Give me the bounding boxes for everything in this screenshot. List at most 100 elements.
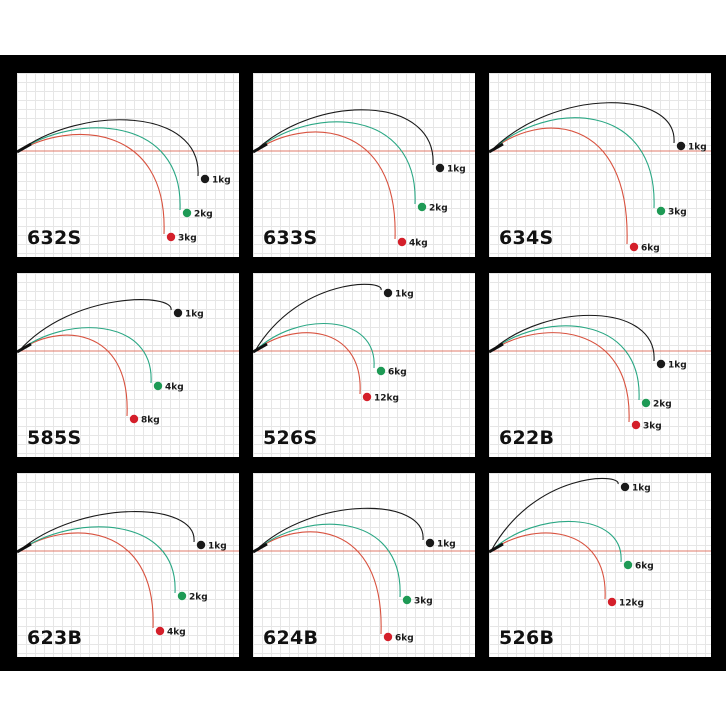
load-label: 1kg <box>395 290 414 300</box>
bend-curve-red <box>18 334 128 417</box>
load-label: 6kg <box>388 368 407 378</box>
load-marker-green <box>153 381 163 391</box>
bend-curve-chart: 1kg 2kg 4kg <box>17 511 239 638</box>
bend-curve-chart: 1kg 4kg 8kg <box>17 299 239 426</box>
bend-curve-green <box>490 117 655 209</box>
load-label: 1kg <box>447 165 466 175</box>
load-marker-red <box>397 237 407 247</box>
load-label: 1kg <box>208 542 227 552</box>
load-marker-black <box>656 359 666 369</box>
bend-curve-red <box>254 332 361 395</box>
load-marker-black <box>425 538 435 548</box>
bend-curve-chart: 1kg 6kg 12kg <box>253 283 475 404</box>
bend-curve-black <box>254 507 424 552</box>
load-marker-green <box>417 202 427 212</box>
bend-curve-chart: 1kg 2kg 3kg <box>17 119 239 244</box>
load-marker-black <box>196 540 206 550</box>
bend-curve-red <box>254 131 396 240</box>
load-label: 3kg <box>668 208 687 218</box>
bend-curve-green <box>254 523 401 598</box>
bend-curve-black <box>254 283 382 352</box>
load-marker-red <box>607 597 617 607</box>
bend-curve-black <box>490 477 619 552</box>
bend-curve-red <box>18 134 165 235</box>
bend-panel-526s: 1kg 6kg 12kg 526S <box>253 273 475 457</box>
rod-butt <box>17 342 32 354</box>
bend-panel-633s: 1kg 2kg 4kg 633S <box>253 73 475 257</box>
load-marker-green <box>656 206 666 216</box>
model-label: 624B <box>263 627 319 649</box>
model-label: 526S <box>263 427 318 449</box>
bend-curve-red <box>490 332 630 423</box>
load-label: 3kg <box>178 234 197 244</box>
bend-curve-green <box>18 327 152 384</box>
load-marker-black <box>383 288 393 298</box>
load-marker-red <box>629 242 639 252</box>
bend-panel-624b: 1kg 3kg 6kg 624B <box>253 473 475 657</box>
bend-panel-585s: 1kg 4kg 8kg 585S <box>17 273 239 457</box>
rod-butt <box>17 542 32 554</box>
bend-curve-green <box>18 127 181 211</box>
bend-curve-chart: 1kg 2kg 4kg <box>253 109 475 249</box>
load-label: 3kg <box>414 597 433 607</box>
bend-curve-black <box>490 314 655 362</box>
load-label: 2kg <box>653 400 672 410</box>
bend-curve-red <box>490 532 606 600</box>
load-marker-green <box>623 560 633 570</box>
bend-curve-black <box>18 299 172 352</box>
rod-butt <box>253 342 268 354</box>
bend-curve-black <box>490 102 675 152</box>
load-marker-red <box>166 232 176 242</box>
load-label: 1kg <box>212 176 231 186</box>
bend-curve-red <box>490 127 628 245</box>
load-label: 6kg <box>635 562 654 572</box>
bend-panel-634s: 1kg 3kg 6kg 634S <box>489 73 711 257</box>
bend-curve-green <box>490 520 622 563</box>
rod-butt <box>489 542 504 554</box>
load-marker-red <box>155 626 165 636</box>
model-label: 622B <box>499 427 555 449</box>
load-marker-black <box>173 308 183 318</box>
bend-curve-green <box>490 325 640 401</box>
bend-curve-green <box>18 526 176 594</box>
load-label: 4kg <box>167 628 186 638</box>
bend-curve-red <box>18 532 154 629</box>
bend-curve-chart: 1kg 3kg 6kg <box>253 507 475 644</box>
rod-butt <box>489 342 504 354</box>
load-marker-black <box>676 141 686 151</box>
bend-curve-black <box>18 119 199 177</box>
rod-butt <box>489 142 504 154</box>
load-marker-red <box>631 420 641 430</box>
model-label: 623B <box>27 627 83 649</box>
load-label: 8kg <box>141 416 160 426</box>
load-marker-green <box>641 398 651 408</box>
bend-curve-chart: 1kg 2kg 3kg <box>489 314 711 432</box>
load-label: 1kg <box>668 361 687 371</box>
bend-panel-526b: 1kg 6kg 12kg 526B <box>489 473 711 657</box>
load-label: 6kg <box>395 634 414 644</box>
model-label: 585S <box>27 427 82 449</box>
bend-curve-red <box>254 531 382 635</box>
load-marker-black <box>435 163 445 173</box>
load-marker-red <box>362 392 372 402</box>
chart-grid-frame: 1kg 2kg 3kg 632S 1kg 2kg 4kg 633S 1kg 3kg 6kg 634S 1… <box>0 55 726 671</box>
bend-curve-green <box>254 121 416 205</box>
bend-panel-632s: 1kg 2kg 3kg 632S <box>17 73 239 257</box>
bend-curve-black <box>18 511 195 552</box>
rod-butt <box>17 142 32 154</box>
load-label: 1kg <box>688 143 707 153</box>
load-label: 3kg <box>643 422 662 432</box>
load-marker-green <box>376 366 386 376</box>
load-marker-black <box>620 482 630 492</box>
bend-curve-chart: 1kg 3kg 6kg <box>489 102 711 254</box>
load-marker-green <box>177 591 187 601</box>
load-marker-black <box>200 174 210 184</box>
rod-butt <box>253 542 268 554</box>
load-label: 12kg <box>619 599 644 609</box>
load-label: 12kg <box>374 394 399 404</box>
model-label: 526B <box>499 627 555 649</box>
load-label: 2kg <box>194 210 213 220</box>
load-marker-green <box>182 208 192 218</box>
load-label: 4kg <box>409 239 428 249</box>
load-marker-red <box>129 414 139 424</box>
